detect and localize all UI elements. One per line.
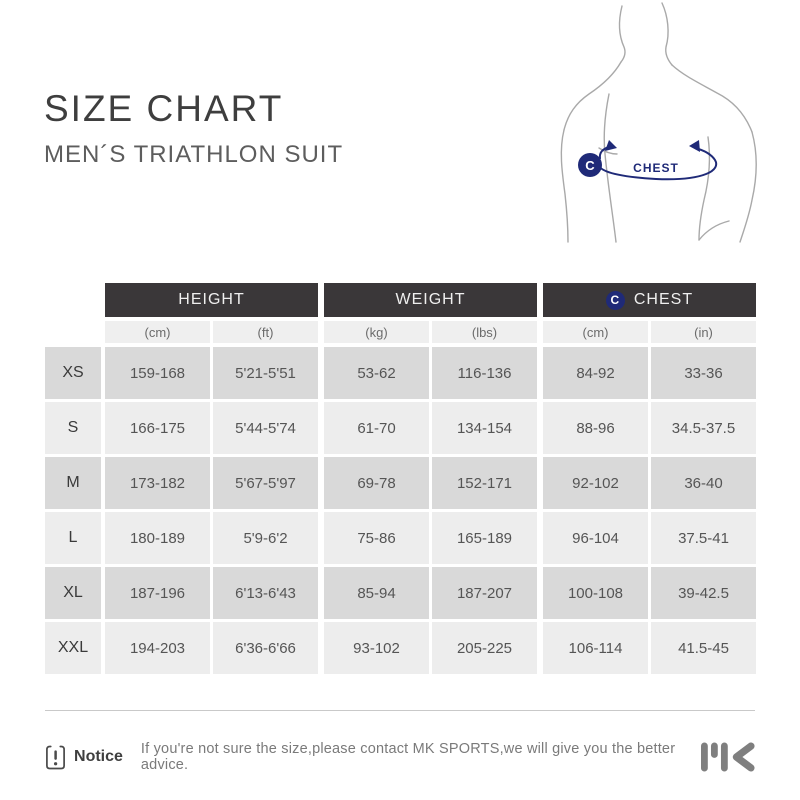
chest-measure-label: CHEST [633, 161, 679, 175]
notice-label: Notice [74, 748, 123, 765]
value-cell: 116-136 [432, 347, 537, 399]
value-cell: 88-96 [543, 402, 648, 454]
chest-header-badge-icon: C [605, 290, 625, 310]
size-label: M [45, 457, 101, 509]
value-cell: 187-196 [105, 567, 210, 619]
table-row-s: S 166-175 5'44-5'74 61-70 134-154 88-96 … [45, 402, 756, 454]
unit-height-ft: (ft) [213, 321, 318, 343]
value-cell: 37.5-41 [651, 512, 756, 564]
table-row-l: L 180-189 5'9-6'2 75-86 165-189 96-104 3… [45, 512, 756, 564]
unit-weight-kg: (kg) [324, 321, 429, 343]
table-unit-row: (cm) (ft) (kg) (lbs) (cm) (in) [45, 321, 756, 343]
value-cell: 194-203 [105, 622, 210, 674]
value-cell: 5'21-5'51 [213, 347, 318, 399]
value-cell: 53-62 [324, 347, 429, 399]
value-cell: 92-102 [543, 457, 648, 509]
value-cell: 106-114 [543, 622, 648, 674]
unit-chest-cm: (cm) [543, 321, 648, 343]
torso-illustration: CHEST C [553, 2, 795, 248]
table-row-xxl: XXL 194-203 6'36-6'66 93-102 205-225 106… [45, 622, 756, 674]
unit-spacer [45, 321, 101, 343]
group-header-spacer [45, 283, 105, 317]
male-torso-drawing: CHEST C [560, 2, 757, 243]
value-cell: 39-42.5 [651, 567, 756, 619]
size-label: XS [45, 347, 101, 399]
group-header-height: HEIGHT [105, 283, 318, 317]
value-cell: 5'67-5'97 [213, 457, 318, 509]
value-cell: 159-168 [105, 347, 210, 399]
unit-height-cm: (cm) [105, 321, 210, 343]
value-cell: 5'44-5'74 [213, 402, 318, 454]
unit-weight-lbs: (lbs) [432, 321, 537, 343]
value-cell: 84-92 [543, 347, 648, 399]
table-row-xs: XS 159-168 5'21-5'51 53-62 116-136 84-92… [45, 347, 756, 399]
value-cell: 180-189 [105, 512, 210, 564]
value-cell: 69-78 [324, 457, 429, 509]
size-label: S [45, 402, 101, 454]
group-header-chest-label: CHEST [633, 291, 694, 308]
value-cell: 33-36 [651, 347, 756, 399]
value-cell: 166-175 [105, 402, 210, 454]
value-cell: 36-40 [651, 457, 756, 509]
page-title: SIZE CHART [44, 88, 284, 129]
size-label: XL [45, 567, 101, 619]
value-cell: 41.5-45 [651, 622, 756, 674]
value-cell: 6'36-6'66 [213, 622, 318, 674]
value-cell: 5'9-6'2 [213, 512, 318, 564]
table-row-xl: XL 187-196 6'13-6'43 85-94 187-207 100-1… [45, 567, 756, 619]
table-row-m: M 173-182 5'67-5'97 69-78 152-171 92-102… [45, 457, 756, 509]
value-cell: 173-182 [105, 457, 210, 509]
group-header-chest: C CHEST [543, 283, 756, 317]
value-cell: 6'13-6'43 [213, 567, 318, 619]
notice-bar: Notice If you're not sure the size,pleas… [45, 740, 755, 774]
unit-chest-in: (in) [651, 321, 756, 343]
mk-sports-logo [700, 742, 755, 772]
value-cell: 85-94 [324, 567, 429, 619]
value-cell: 75-86 [324, 512, 429, 564]
footer-divider [45, 710, 755, 711]
value-cell: 187-207 [432, 567, 537, 619]
value-cell: 93-102 [324, 622, 429, 674]
group-header-height-label: HEIGHT [178, 291, 245, 308]
value-cell: 152-171 [432, 457, 537, 509]
notice-exclamation-icon [46, 745, 65, 769]
value-cell: 34.5-37.5 [651, 402, 756, 454]
size-label: L [45, 512, 101, 564]
size-label: XXL [45, 622, 101, 674]
value-cell: 96-104 [543, 512, 648, 564]
chest-badge-letter: C [585, 158, 595, 173]
value-cell: 134-154 [432, 402, 537, 454]
table-group-header-row: HEIGHT WEIGHT C CHEST [45, 283, 756, 317]
value-cell: 205-225 [432, 622, 537, 674]
group-header-weight: WEIGHT [324, 283, 537, 317]
value-cell: 165-189 [432, 512, 537, 564]
size-table: HEIGHT WEIGHT C CHEST (cm) (ft) (kg) (lb… [45, 283, 756, 677]
value-cell: 61-70 [324, 402, 429, 454]
value-cell: 100-108 [543, 567, 648, 619]
notice-text: If you're not sure the size,please conta… [140, 741, 676, 773]
chest-badge-circle [578, 153, 602, 177]
group-header-weight-label: WEIGHT [395, 291, 466, 308]
page-subtitle: MEN´S TRIATHLON SUIT [44, 141, 344, 168]
